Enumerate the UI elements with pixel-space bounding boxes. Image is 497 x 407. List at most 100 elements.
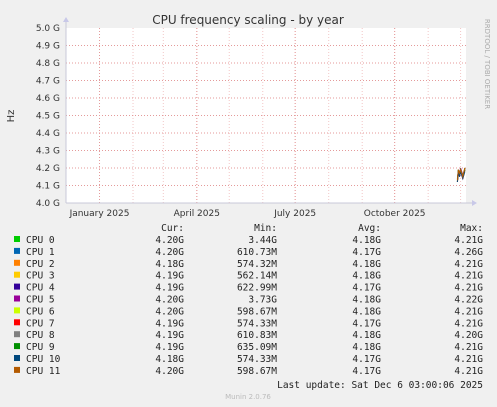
- axes: [63, 17, 477, 206]
- legend-series-name: CPU 0: [26, 235, 55, 246]
- legend-value-min: 574.33M: [237, 318, 277, 329]
- x-tick-label: January 2025: [69, 209, 130, 219]
- x-tick-label: July 2025: [273, 209, 316, 219]
- legend-value-max: 4.21G: [454, 235, 483, 246]
- legend-column-header: Cur:: [161, 223, 184, 234]
- series-line-11: [456, 167, 466, 181]
- legend-value-min: 610.73M: [237, 247, 277, 258]
- y-tick-labels: 5.0 G 4.9 G 4.8 G 4.7 G 4.6 G 4.5 G 4.4 G 4.3 G…: [36, 24, 60, 209]
- x-axis-arrow: [472, 200, 477, 206]
- legend-value-max: 4.21G: [454, 366, 483, 377]
- legend-series-name: CPU 10: [26, 354, 61, 365]
- legend-value-avg: 4.17G: [352, 354, 381, 365]
- legend-value-cur: 4.20G: [155, 247, 184, 258]
- legend-column-header: Max:: [460, 223, 483, 234]
- legend-swatch: [14, 236, 20, 242]
- legend-value-avg: 4.18G: [352, 330, 381, 341]
- legend-value-cur: 4.18G: [155, 354, 184, 365]
- legend-swatch: [14, 259, 20, 266]
- legend-swatch: [14, 331, 20, 338]
- legend-value-cur: 4.20G: [155, 306, 184, 317]
- chart-title: CPU frequency scaling - by year: [152, 13, 344, 27]
- x-tick-labels: January 2025 April 2025 July 2025 October 2…: [69, 209, 426, 219]
- legend-series-name: CPU 7: [26, 318, 55, 329]
- y-tick-label: 4.6 G: [36, 94, 60, 104]
- y-tick-label: 4.2 G: [36, 164, 60, 174]
- y-tick-label: 4.3 G: [36, 147, 60, 157]
- legend-value-max: 4.20G: [454, 330, 483, 341]
- legend-series-name: CPU 4: [26, 283, 55, 294]
- legend: Cur: Min: Avg: Max: CPU 0 4.20G 3.44G 4.18G 4.21…: [14, 223, 483, 377]
- legend-value-cur: 4.18G: [155, 259, 184, 270]
- legend-value-max: 4.21G: [454, 318, 483, 329]
- y-axis-label: Hz: [6, 110, 17, 123]
- legend-value-cur: 4.20G: [155, 295, 184, 306]
- legend-series-name: CPU 6: [26, 306, 55, 317]
- y-tick-label: 4.1 G: [36, 182, 60, 192]
- legend-swatch: [14, 283, 20, 290]
- legend-swatch: [14, 307, 20, 314]
- legend-series-name: CPU 11: [26, 366, 61, 377]
- legend-value-cur: 4.20G: [155, 366, 184, 377]
- legend-swatch: [14, 343, 20, 350]
- legend-value-avg: 4.18G: [352, 342, 381, 353]
- legend-value-max: 4.21G: [454, 259, 483, 270]
- legend-swatch: [14, 319, 20, 326]
- legend-series-name: CPU 9: [26, 342, 55, 353]
- legend-value-min: 598.67M: [237, 306, 277, 317]
- legend-value-min: 635.09M: [237, 342, 277, 353]
- legend-value-max: 4.21G: [454, 283, 483, 294]
- legend-value-avg: 4.18G: [352, 295, 381, 306]
- legend-value-cur: 4.19G: [155, 283, 184, 294]
- legend-series-name: CPU 8: [26, 330, 55, 341]
- legend-value-avg: 4.17G: [352, 283, 381, 294]
- legend-swatch: [14, 295, 20, 302]
- legend-value-avg: 4.18G: [352, 271, 381, 282]
- legend-value-avg: 4.17G: [352, 318, 381, 329]
- footer: Munin 2.0.76: [225, 393, 271, 401]
- y-tick-label: 4.5 G: [36, 112, 60, 122]
- legend-value-max: 4.22G: [454, 295, 483, 306]
- legend-value-avg: 4.17G: [352, 366, 381, 377]
- legend-value-min: 3.44G: [248, 235, 277, 246]
- y-axis-arrow: [63, 17, 69, 22]
- legend-value-avg: 4.18G: [352, 235, 381, 246]
- y-tick-label: 4.4 G: [36, 129, 60, 139]
- series-lines: [456, 167, 466, 183]
- legend-value-max: 4.21G: [454, 306, 483, 317]
- grid-major: [66, 28, 466, 203]
- legend-value-max: 4.21G: [454, 342, 483, 353]
- legend-swatch: [14, 271, 20, 278]
- y-tick-label: 4.0 G: [36, 199, 60, 209]
- legend-value-cur: 4.20G: [155, 235, 184, 246]
- legend-value-avg: 4.18G: [352, 306, 381, 317]
- x-tick-label: October 2025: [364, 209, 426, 219]
- legend-value-min: 3.73G: [248, 295, 277, 306]
- legend-value-max: 4.21G: [454, 271, 483, 282]
- legend-value-min: 574.32M: [237, 259, 277, 270]
- legend-value-avg: 4.18G: [352, 259, 381, 270]
- legend-value-max: 4.21G: [454, 354, 483, 365]
- legend-swatch: [14, 247, 20, 254]
- legend-series-name: CPU 5: [26, 295, 55, 306]
- legend-value-cur: 4.19G: [155, 330, 184, 341]
- legend-column-header: Avg:: [358, 223, 381, 234]
- legend-series-name: CPU 3: [26, 271, 55, 282]
- legend-swatch: [14, 355, 20, 361]
- legend-value-min: 598.67M: [237, 366, 277, 377]
- y-tick-label: 5.0 G: [36, 24, 60, 34]
- legend-value-avg: 4.17G: [352, 247, 381, 258]
- legend-value-cur: 4.19G: [155, 342, 184, 353]
- legend-value-min: 622.99M: [237, 283, 277, 294]
- legend-value-min: 574.33M: [237, 354, 277, 365]
- legend-value-min: 610.83M: [237, 330, 277, 341]
- watermark: RRDTOOL / TOBI OETIKER: [483, 19, 491, 109]
- legend-value-min: 562.14M: [237, 271, 277, 282]
- legend-series-name: CPU 1: [26, 247, 55, 258]
- legend-value-cur: 4.19G: [155, 318, 184, 329]
- legend-value-cur: 4.19G: [155, 271, 184, 282]
- y-tick-label: 4.9 G: [36, 42, 60, 52]
- legend-series-name: CPU 2: [26, 259, 55, 270]
- last-update: Last update: Sat Dec 6 03:00:06 2025: [277, 380, 483, 391]
